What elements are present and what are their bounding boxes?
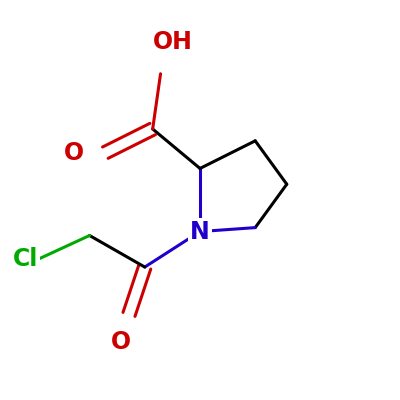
Text: Cl: Cl [13,247,38,271]
Text: OH: OH [152,30,192,54]
Text: O: O [111,330,131,354]
Text: O: O [64,141,84,165]
Text: N: N [190,220,210,244]
